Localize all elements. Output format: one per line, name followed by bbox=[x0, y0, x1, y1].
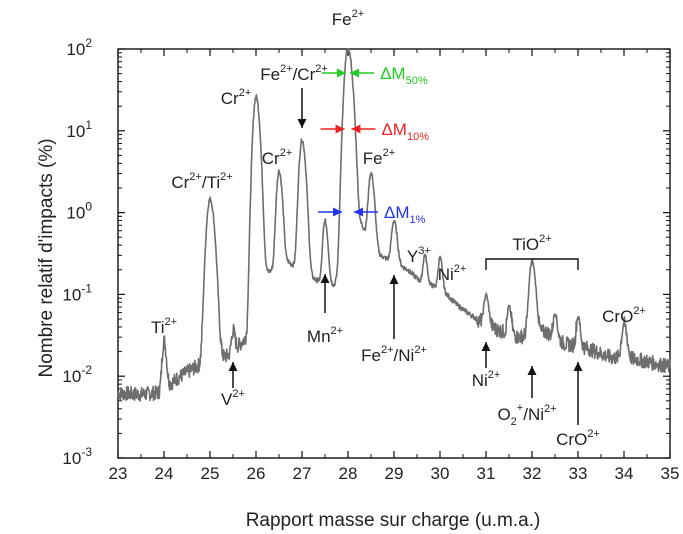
arrow-fe-ni-head bbox=[389, 275, 399, 284]
x-tick-label: 35 bbox=[661, 464, 680, 483]
peak-annotations: Fe2+ Fe2+/Cr2+ Cr2+ Cr2+ Cr2+/Ti2+ Ti2+ V2+ Mn2… bbox=[151, 8, 646, 449]
arrow-fe-cr bbox=[297, 88, 307, 128]
label-fe-top: Fe2+ bbox=[332, 8, 364, 29]
arrow-ni-31 bbox=[481, 342, 491, 368]
tio-bracket-line bbox=[485, 258, 579, 270]
dm10-label: ΔM10% bbox=[381, 120, 429, 143]
arrow-mn-head bbox=[320, 274, 330, 283]
arrow-cro-33 bbox=[573, 362, 583, 425]
label-cr-ti: Cr2+/Ti2+ bbox=[171, 171, 232, 192]
x-axis-ticks: 23 24 25 26 27 28 29 30 31 32 33 34 35 bbox=[109, 49, 680, 483]
spectrum-line bbox=[117, 48, 671, 402]
dm50-arrow-left-head bbox=[336, 68, 346, 78]
plot-frame bbox=[117, 48, 671, 459]
arrow-o2-ni-head bbox=[527, 366, 537, 375]
label-cro-33: CrO2+ bbox=[556, 428, 600, 449]
y-tick-label: 102 bbox=[66, 36, 92, 59]
arrow-v bbox=[228, 362, 238, 388]
x-tick-label: 24 bbox=[155, 464, 174, 483]
dm50-arrow-right bbox=[350, 68, 375, 78]
y-tick-label: 100 bbox=[66, 200, 92, 223]
dm1-arrow-right bbox=[353, 207, 378, 217]
label-fe-ni: Fe2+/Ni2+ bbox=[361, 344, 427, 365]
dm10-arrow-left bbox=[320, 124, 345, 134]
x-tick-label: 30 bbox=[431, 464, 450, 483]
dm50-label: ΔM50% bbox=[380, 64, 428, 87]
arrow-v-head bbox=[228, 362, 238, 371]
label-y: Y3+ bbox=[407, 245, 431, 266]
arrow-o2-ni bbox=[527, 366, 537, 398]
label-cr-265: Cr2+ bbox=[262, 147, 293, 168]
x-axis-title: Rapport masse sur charge (u.m.a.) bbox=[246, 510, 541, 531]
x-tick-label: 26 bbox=[247, 464, 266, 483]
arrow-fe-ni bbox=[389, 275, 399, 339]
dm50-arrow-right-head bbox=[350, 68, 360, 78]
arrow-ni-31-head bbox=[481, 342, 491, 351]
dm1-label: ΔM1% bbox=[384, 203, 426, 226]
x-tick-label: 33 bbox=[569, 464, 588, 483]
y-tick-label: 101 bbox=[66, 118, 92, 141]
label-fe-cr: Fe2+/Cr2+ bbox=[260, 63, 328, 84]
x-tick-label: 34 bbox=[615, 464, 634, 483]
x-tick-label: 32 bbox=[523, 464, 542, 483]
arrow-fe-cr-head bbox=[297, 119, 307, 128]
label-ni-31: Ni2+ bbox=[472, 369, 501, 390]
tio-bracket bbox=[485, 258, 579, 270]
x-tick-label: 23 bbox=[109, 464, 128, 483]
label-cro-34: CrO2+ bbox=[602, 305, 646, 326]
x-tick-label: 27 bbox=[293, 464, 312, 483]
label-o2-ni: O2+/Ni2+ bbox=[497, 402, 556, 428]
label-ti: Ti2+ bbox=[151, 316, 177, 337]
dm10-arrow-right-head bbox=[351, 124, 361, 134]
x-tick-label: 25 bbox=[201, 464, 220, 483]
label-cr-26: Cr2+ bbox=[221, 87, 252, 108]
label-tio: TiO2+ bbox=[512, 233, 551, 254]
y-axis-ticks: 10-3 10-2 10-1 100 101 102 bbox=[62, 36, 670, 468]
x-tick-label: 29 bbox=[385, 464, 404, 483]
plot-border bbox=[117, 48, 671, 459]
y-tick-label: 10-1 bbox=[62, 281, 92, 304]
x-tick-label: 31 bbox=[477, 464, 496, 483]
label-ni-30: Ni2+ bbox=[438, 263, 467, 284]
y-axis-title: Nombre relatif d'impacts (%) bbox=[36, 138, 57, 377]
y-tick-label: 10-2 bbox=[62, 363, 92, 386]
label-fe-285: Fe2+ bbox=[363, 147, 395, 168]
dm50-arrow-left bbox=[321, 68, 346, 78]
arrow-cro-33-head bbox=[573, 362, 583, 371]
dm1-arrow-left-head bbox=[333, 207, 343, 217]
y-tick-label: 10-3 bbox=[62, 445, 92, 468]
x-tick-label: 28 bbox=[339, 464, 358, 483]
arrow-mn bbox=[320, 274, 330, 313]
label-v: V2+ bbox=[221, 388, 245, 409]
label-mn: Mn2+ bbox=[307, 325, 343, 346]
dm10-arrow-right bbox=[351, 124, 376, 134]
dm1-arrow-right-head bbox=[353, 207, 363, 217]
dm10-arrow-left-head bbox=[335, 124, 345, 134]
dm1-arrow-left bbox=[318, 207, 343, 217]
